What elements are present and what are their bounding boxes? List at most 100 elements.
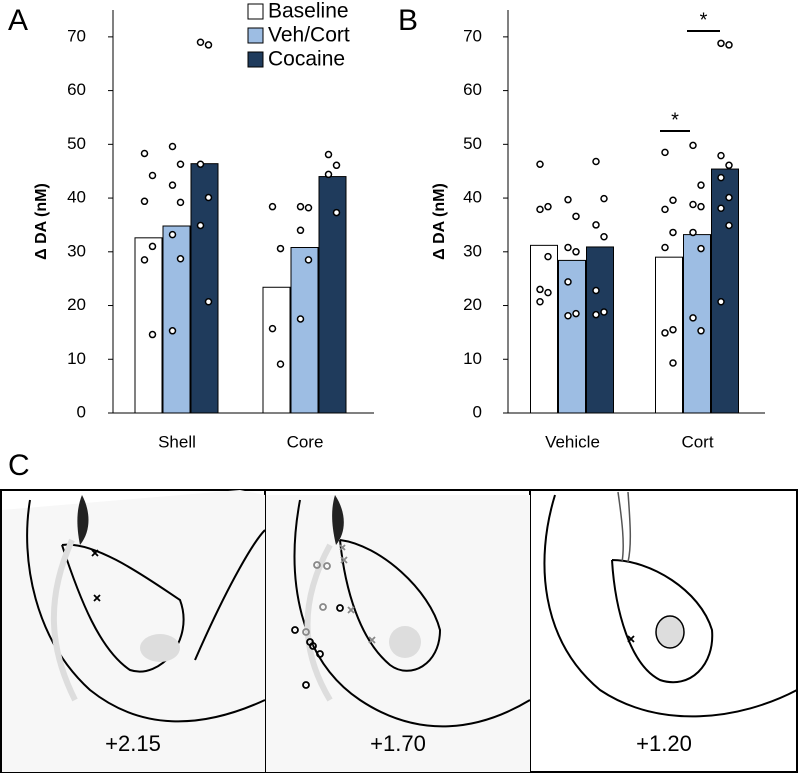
data-point [661,148,669,157]
data-point [717,173,725,182]
y-tick-label: 60 [67,80,86,99]
y-tick-label: 0 [77,402,86,421]
data-point [332,208,341,217]
bar [711,168,739,414]
panel-label: B [398,4,418,37]
section-label: +1.20 [636,731,692,756]
data-point [661,205,669,214]
data-point [725,221,733,230]
diagram [0,489,798,773]
bar [262,286,291,414]
data-point [572,212,580,221]
data-point [669,228,677,237]
data-point [536,160,544,168]
data-point [564,278,572,286]
data-point [196,160,205,168]
data-point [168,230,177,239]
data-point [296,315,305,323]
legend-label: Veh/Cort [268,24,350,47]
data-point [697,181,705,189]
data-point [592,221,600,229]
panel-label: A [8,4,28,37]
data-point [268,324,277,333]
data-point [717,151,725,160]
data-point [168,142,177,151]
data-point [592,310,600,319]
x-tick-label: Vehicle [545,432,600,451]
data-point [669,359,677,367]
y-axis-label: Δ DA (nM) [33,183,50,260]
annotation: * [671,109,679,131]
data-point [564,311,572,320]
data-point [168,327,177,335]
data-point [600,233,608,241]
y-tick-label: 30 [463,241,482,260]
data-point [140,149,149,158]
y-tick-label: 0 [473,402,482,421]
bar [162,225,191,414]
legend-label: Baseline [268,0,349,23]
data-point [140,197,149,206]
bar [683,234,711,414]
data-point [304,256,313,264]
y-tick-label: 10 [463,349,482,368]
section-label: +1.70 [370,731,426,756]
data-point [176,160,185,168]
data-point [717,39,725,48]
legend-label: Cocaine [268,48,345,71]
data-point [661,243,669,252]
data-point [268,202,277,211]
y-tick-label: 20 [67,295,86,314]
y-tick-label: 30 [67,241,86,260]
data-point [717,204,725,213]
data-point [564,195,572,204]
panel-label: C [8,449,30,482]
data-point [196,38,205,46]
data-point [176,255,185,263]
data-point [204,298,213,306]
section-drawing [266,495,531,772]
x-tick-label: Shell [158,432,196,451]
y-tick-label: 70 [67,26,86,45]
data-point [324,150,333,159]
data-point [689,314,697,322]
data-point [717,298,725,306]
data-point [544,202,552,211]
legend-swatch [247,27,264,44]
bar [134,237,163,414]
data-point [304,203,313,212]
data-point [669,196,677,204]
y-tick-label: 70 [463,26,482,45]
data-point [168,181,177,189]
data-point [536,205,544,214]
data-point [661,329,669,337]
x-tick-label: Cort [681,432,713,451]
data-point [536,285,544,294]
data-point [600,194,608,203]
data-point [324,170,333,179]
data-point [564,243,572,252]
data-point [296,202,305,211]
data-point [196,221,205,230]
data-point [204,41,213,49]
data-point [592,286,600,295]
section-label: +2.15 [105,731,161,756]
data-point [725,193,733,202]
data-point [697,202,705,211]
data-point [176,198,185,207]
bar [318,176,347,414]
legend-swatch [247,51,264,68]
data-point [536,298,544,306]
data-point [544,252,552,261]
y-tick-label: 40 [463,188,482,207]
data-point [296,226,305,235]
legend-swatch [247,3,264,20]
bar [290,247,319,414]
y-axis-label: Δ DA (nM) [431,183,448,260]
bar [190,163,219,414]
data-point [148,171,157,180]
data-point [697,327,705,335]
data-point [572,248,580,256]
data-point [689,200,697,209]
annotation: * [700,9,708,31]
